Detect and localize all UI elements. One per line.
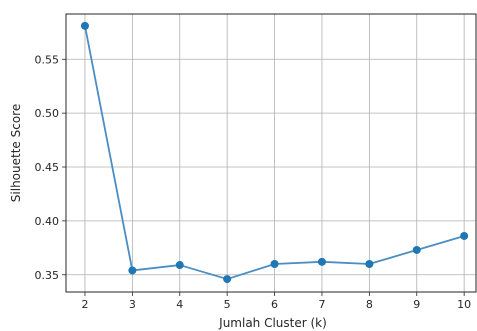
- y-tick-label: 0.55: [35, 53, 60, 66]
- axis-ticks: 2 3 4 5 6 7 8 9 10 0.35 0.40 0.45 0.50 0.55: [35, 53, 472, 311]
- data-point: [270, 259, 279, 268]
- y-tick-label: 0.35: [35, 269, 60, 282]
- data-point: [412, 245, 421, 254]
- x-axis-title: Jumlah Cluster (k): [218, 316, 327, 330]
- x-tick-label: 3: [129, 298, 136, 311]
- x-tick-label: 7: [318, 298, 325, 311]
- data-point: [460, 231, 469, 240]
- data-point: [80, 21, 89, 30]
- data-point: [128, 266, 137, 275]
- y-tick-label: 0.40: [35, 215, 60, 228]
- y-tick-label: 0.45: [35, 161, 60, 174]
- x-tick-label: 8: [366, 298, 373, 311]
- data-point: [317, 257, 326, 266]
- x-tick-label: 6: [271, 298, 278, 311]
- plot-frame: [65, 13, 477, 293]
- x-tick-label: 10: [457, 298, 471, 311]
- data-point: [365, 259, 374, 268]
- y-tick-label: 0.50: [35, 107, 60, 120]
- series-silhouette: [80, 21, 469, 284]
- x-tick-label: 4: [176, 298, 183, 311]
- grid: [66, 14, 476, 292]
- x-tick-label: 2: [81, 298, 88, 311]
- data-point: [223, 275, 232, 284]
- data-point: [175, 261, 184, 270]
- x-tick-label: 9: [413, 298, 420, 311]
- y-axis-title: Silhouette Score: [9, 104, 23, 202]
- x-tick-label: 5: [224, 298, 231, 311]
